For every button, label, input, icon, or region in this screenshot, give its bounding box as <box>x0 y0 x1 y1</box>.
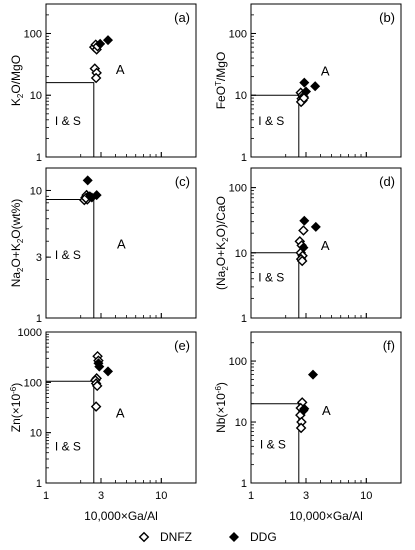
x-axis-title: 10,000×Ga/Al <box>84 509 158 523</box>
panel-label: (b) <box>379 10 395 25</box>
legend-marker-ddg <box>228 531 240 543</box>
field-label-a: A <box>117 237 126 252</box>
ddg-point <box>102 35 114 46</box>
y-axis-title: Zn(×10-6) <box>9 383 23 432</box>
dnfz-point <box>296 255 308 267</box>
field-label-a: A <box>116 406 125 421</box>
x-axis-title: 10,000×Ga/Al <box>289 509 363 523</box>
y-axis-title: (Na2O+K2O)/CaO <box>214 196 230 290</box>
panel-b: 1 10 100 I & S A (b) FeOT/MgO <box>214 3 402 164</box>
plot-frame <box>45 331 197 484</box>
x-tick-label: 1 <box>43 490 49 502</box>
y-tick-label: 100 <box>24 377 42 389</box>
ddg-point <box>301 86 312 97</box>
panel-label: (f) <box>383 338 395 353</box>
ddg-point <box>94 361 105 372</box>
x-tick-label: 1 <box>248 490 254 502</box>
legend-marker-dnfz <box>138 531 150 543</box>
field-boundary <box>46 82 95 157</box>
x-tick-label: 10 <box>155 490 167 502</box>
y-tick-label: 100 <box>229 356 247 368</box>
x-tick-label: 3 <box>98 490 104 502</box>
dnfz-point <box>90 72 102 84</box>
y-tick-label: 10 <box>235 417 247 429</box>
panel-e: 1 10 100 1000 1 3 10 I & S A (e) Zn(×10-6) <box>9 327 197 502</box>
y-tick-label: 10 <box>235 90 247 102</box>
legend-label: DDG <box>250 530 277 544</box>
field-boundary <box>251 252 300 318</box>
panel-label: (d) <box>379 174 395 189</box>
y-axis-title: Nb(×10-6) <box>214 382 228 433</box>
panel-a: 1 10 100 I & S A (a) K2O/MgO <box>9 3 197 164</box>
dnfz-point <box>90 401 102 412</box>
plot-frame <box>45 3 197 158</box>
y-tick-label: 1 <box>36 152 42 164</box>
panel-label: (c) <box>175 174 190 189</box>
y-tick-label: 1 <box>241 152 247 164</box>
dnfz-point <box>298 225 309 236</box>
ddg-point <box>102 366 114 377</box>
y-tick-label: 1000 <box>18 327 42 339</box>
y-tick-label: 100 <box>229 28 247 40</box>
x-tick-label: 3 <box>303 490 309 502</box>
panel-c: 1 3 10 I & S A (c) Na2O+K2O(wt%) <box>9 167 197 325</box>
ddg-point <box>299 77 310 88</box>
y-axis-title: FeOT/MgO <box>214 52 228 110</box>
field-label-a: A <box>116 62 125 77</box>
y-tick-label: 10 <box>30 428 42 440</box>
dnfz-point <box>91 380 103 392</box>
panel-label: (a) <box>174 10 190 25</box>
field-label-i-s: I & S <box>55 440 81 454</box>
x-tick-label: 10 <box>360 490 372 502</box>
y-tick-label: 1 <box>36 478 42 490</box>
plot-frame <box>250 167 402 319</box>
ddg-point <box>310 81 321 92</box>
ddg-point <box>95 38 106 49</box>
field-label-i-s: I & S <box>258 271 284 285</box>
field-label-i-s: I & S <box>55 248 81 262</box>
ddg-point <box>82 175 93 186</box>
ddg-point <box>298 242 309 253</box>
legend: DNFZ DDG <box>138 530 277 544</box>
panel-label: (e) <box>174 338 190 353</box>
plot-frame <box>250 3 402 158</box>
field-label-a: A <box>322 403 331 418</box>
panel-d: 1 10 100 I & S A (d) (Na2O+K2O)/CaO <box>214 167 402 325</box>
dnfz-point <box>295 422 307 434</box>
field-label-i-s: I & S <box>260 437 286 451</box>
y-tick-label: 10 <box>30 90 42 102</box>
y-axis-title: Na2O+K2O(wt%) <box>9 199 25 288</box>
ddg-point <box>299 215 310 226</box>
field-label-i-s: I & S <box>55 114 81 128</box>
ddg-point <box>91 190 102 201</box>
y-tick-label: 10 <box>235 248 247 260</box>
field-label-a: A <box>321 63 330 78</box>
panel-f: 1 10 100 1 3 10 I & S A (f) Nb(×10-6) <box>214 331 402 502</box>
y-tick-label: 1 <box>241 478 247 490</box>
y-axis-title: K2O/MgO <box>9 55 25 106</box>
plot-frame <box>250 331 402 484</box>
plot-frame <box>45 167 197 319</box>
y-tick-label: 100 <box>24 28 42 40</box>
y-tick-label: 1 <box>36 313 42 325</box>
field-label-i-s: I & S <box>258 114 284 128</box>
y-tick-label: 100 <box>229 183 247 195</box>
field-label-a: A <box>321 238 330 253</box>
y-tick-label: 1 <box>241 313 247 325</box>
ddg-point <box>310 221 321 232</box>
ddg-point <box>307 369 319 380</box>
y-tick-label: 10 <box>30 185 42 197</box>
field-boundary <box>46 380 95 483</box>
ddg-point <box>298 405 309 416</box>
y-tick-label: 3 <box>36 252 42 264</box>
legend-label: DNFZ <box>160 530 192 544</box>
